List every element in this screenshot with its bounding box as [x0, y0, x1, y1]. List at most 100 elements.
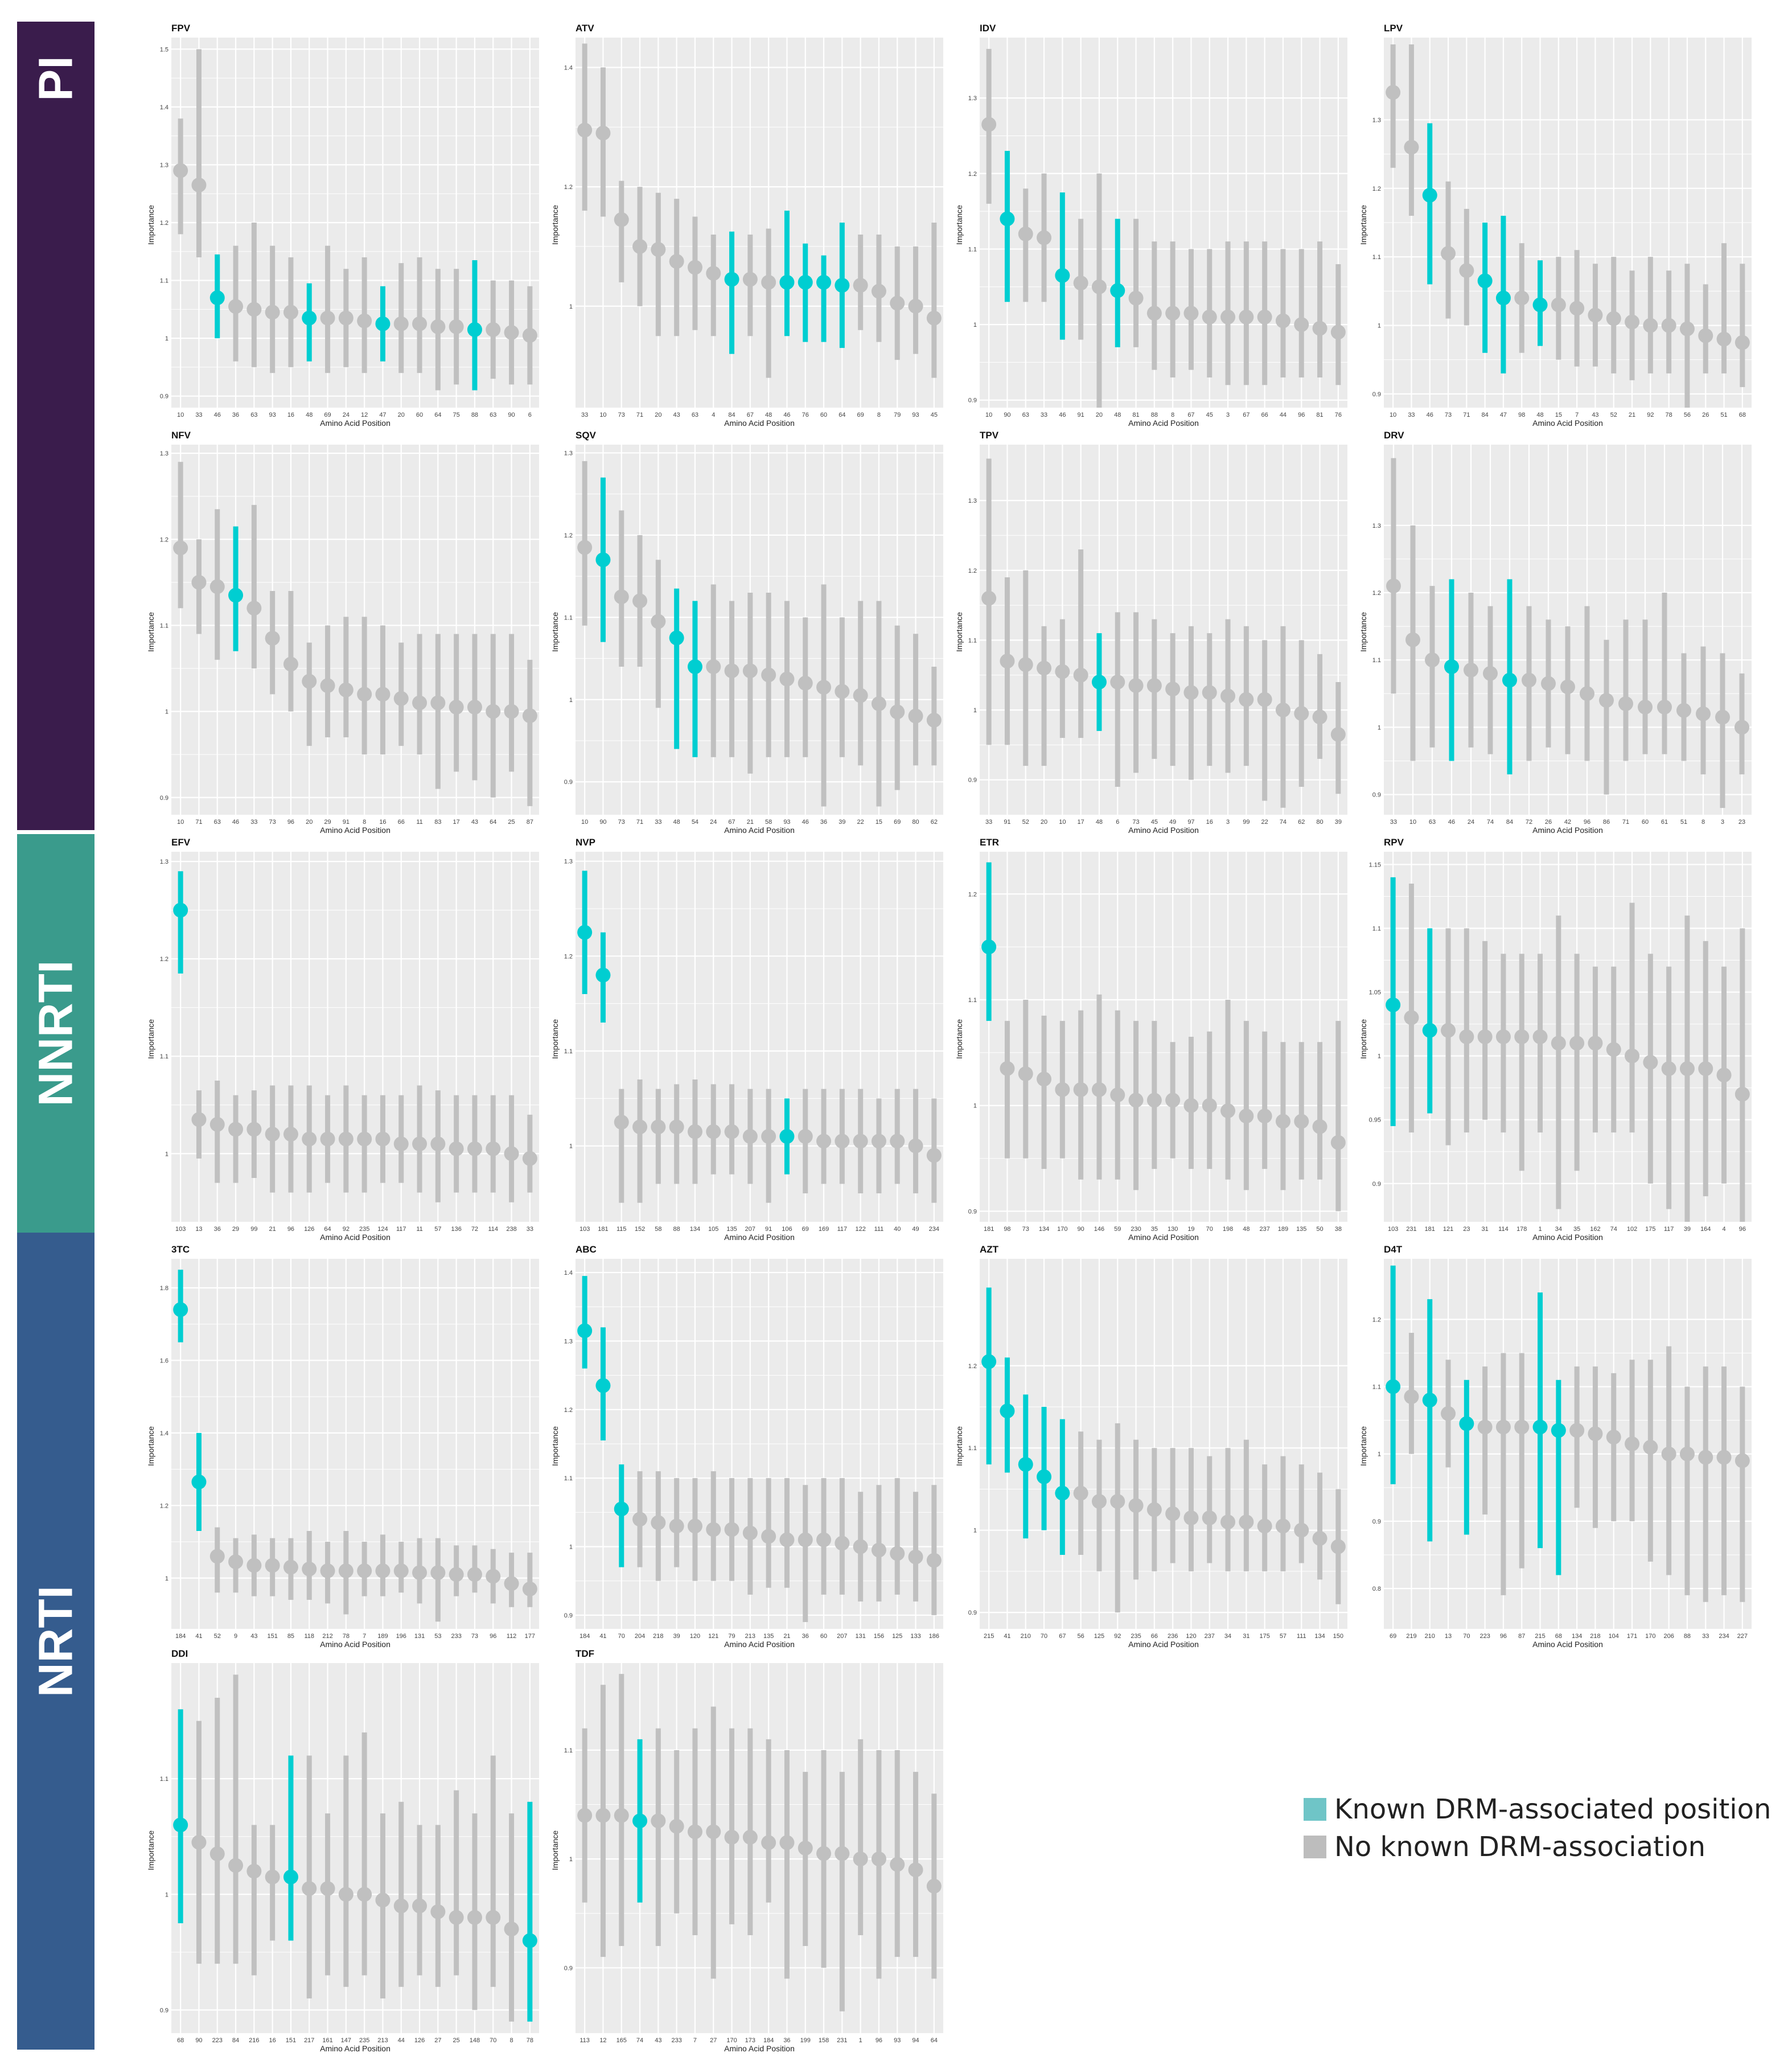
- x-tick-label: 20: [398, 412, 405, 418]
- y-tick-label: 1.2: [564, 1407, 573, 1414]
- data-point: [173, 163, 188, 178]
- data-point: [1588, 307, 1603, 323]
- x-tick-label: 71: [636, 819, 643, 826]
- data-point: [412, 1565, 428, 1580]
- x-tick-label: 99: [1243, 819, 1250, 826]
- data-point: [1483, 666, 1498, 681]
- x-tick-label: 15: [876, 819, 882, 826]
- data-point: [1661, 318, 1676, 333]
- data-point: [357, 1131, 372, 1147]
- data-point: [981, 1354, 997, 1369]
- x-tick-label: 36: [783, 2037, 790, 2044]
- plot-svg: 0.911.11.21.333 91 52 20 10 17 48 6 73 45 49 97 16 3 9…: [968, 445, 1347, 826]
- x-tick-label: 91: [1004, 819, 1010, 826]
- x-tick-label: 73: [618, 819, 625, 826]
- data-point: [890, 1546, 905, 1561]
- data-point: [577, 122, 593, 138]
- x-tick-label: 207: [837, 1633, 847, 1640]
- x-tick-label: 48: [1536, 412, 1543, 418]
- y-tick-label: 0.9: [160, 393, 168, 400]
- data-point: [1073, 667, 1088, 683]
- x-tick-label: 23: [1738, 819, 1745, 826]
- x-tick-label: 114: [1498, 1226, 1509, 1233]
- x-tick-label: 39: [839, 819, 845, 826]
- data-point: [504, 1146, 519, 1161]
- y-tick-label: 1.1: [564, 1475, 573, 1482]
- y-tick-label: 1.3: [1372, 523, 1381, 529]
- y-tick-label: 1.3: [564, 1338, 573, 1345]
- x-tick-label: 73: [618, 412, 625, 418]
- data-point: [1696, 706, 1711, 721]
- plot-background: [980, 1259, 1347, 1629]
- data-point: [504, 1576, 519, 1591]
- data-point: [246, 1863, 262, 1879]
- data-point: [357, 313, 372, 329]
- x-tick-label: 38: [1335, 1226, 1342, 1233]
- data-point: [835, 1134, 850, 1149]
- y-axis-label: Importance: [550, 1426, 560, 1467]
- data-point: [173, 540, 188, 556]
- x-tick-label: 8: [877, 412, 881, 418]
- data-point: [1257, 309, 1272, 325]
- x-tick-label: 7: [693, 2037, 697, 2044]
- data-point: [412, 316, 428, 331]
- x-tick-label: 45: [1151, 819, 1158, 826]
- y-tick-label: 1.1: [968, 246, 977, 253]
- x-tick-label: 44: [1280, 412, 1287, 418]
- data-point: [1146, 678, 1162, 693]
- group-band-nrti: NRTI: [17, 1233, 94, 2050]
- x-tick-label: 96: [490, 1633, 496, 1640]
- data-point: [595, 1378, 611, 1393]
- y-tick-label: 1.1: [968, 997, 977, 1004]
- panel-title: FPV: [171, 23, 191, 34]
- data-point: [761, 1529, 776, 1544]
- x-tick-label: 52: [1022, 819, 1029, 826]
- data-point: [449, 700, 464, 715]
- data-point: [228, 1858, 244, 1873]
- data-point: [632, 1119, 648, 1135]
- x-tick-label: 62: [931, 819, 938, 826]
- x-tick-label: 21: [783, 1633, 790, 1640]
- x-tick-label: 36: [214, 1226, 221, 1233]
- data-point: [1679, 1446, 1695, 1461]
- x-tick-label: 87: [527, 819, 533, 826]
- y-tick-label: 1: [1378, 1451, 1381, 1458]
- data-point: [338, 1887, 354, 1902]
- y-tick-label: 1.1: [1372, 657, 1381, 664]
- x-tick-label: 125: [1094, 1633, 1104, 1640]
- data-point: [779, 1532, 795, 1547]
- x-tick-label: 39: [1335, 819, 1342, 826]
- x-tick-label: 42: [1564, 819, 1571, 826]
- x-tick-label: 88: [1151, 412, 1158, 418]
- x-axis-label: Amino Acid Position: [724, 2044, 795, 2053]
- x-tick-label: 27: [710, 2037, 717, 2044]
- x-tick-label: 84: [728, 412, 735, 418]
- data-point: [798, 1841, 813, 1855]
- y-tick-label: 1: [1378, 724, 1381, 731]
- data-point: [669, 1119, 684, 1135]
- x-tick-label: 204: [635, 1633, 645, 1640]
- data-point: [265, 631, 280, 646]
- x-tick-label: 71: [1622, 819, 1629, 826]
- data-point: [320, 1563, 335, 1579]
- x-tick-label: 63: [1429, 819, 1436, 826]
- y-tick-label: 1: [973, 322, 977, 329]
- data-point: [1294, 1114, 1309, 1129]
- data-point: [1018, 657, 1033, 672]
- x-tick-label: 39: [1684, 1226, 1691, 1233]
- x-tick-label: 48: [765, 412, 772, 418]
- data-point: [467, 700, 482, 715]
- data-point: [1110, 283, 1125, 298]
- y-tick-label: 1.6: [160, 1357, 168, 1364]
- x-tick-label: 24: [1468, 819, 1474, 826]
- x-tick-label: 93: [783, 819, 790, 826]
- x-tick-label: 26: [1545, 819, 1552, 826]
- data-point: [246, 1122, 262, 1137]
- x-tick-label: 21: [747, 819, 754, 826]
- x-axis-label: Amino Acid Position: [724, 1640, 795, 1649]
- data-point: [1239, 1514, 1254, 1530]
- data-point: [595, 1808, 611, 1823]
- data-point: [1698, 328, 1713, 343]
- data-point: [522, 1933, 537, 1948]
- x-tick-label: 103: [175, 1226, 186, 1233]
